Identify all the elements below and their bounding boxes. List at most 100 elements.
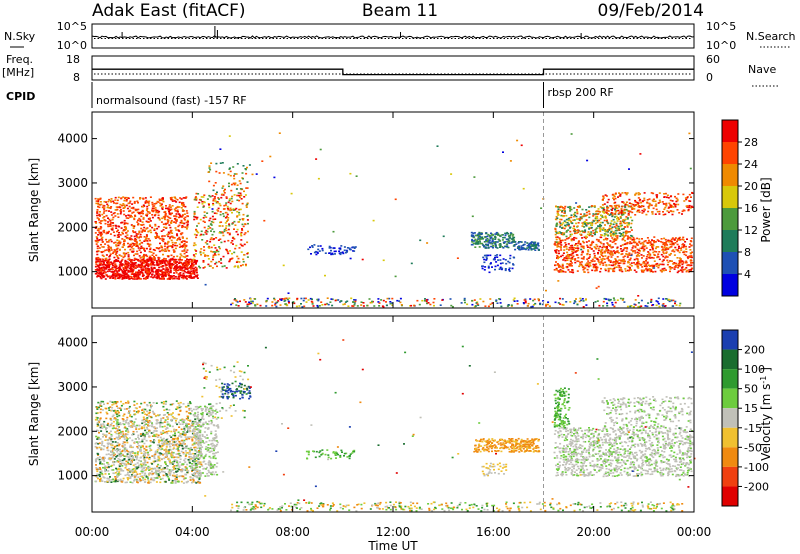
power-data-point <box>588 256 591 258</box>
power-data-point <box>211 267 214 269</box>
power-data-point <box>122 252 125 254</box>
power-data-point <box>246 305 249 307</box>
power-data-point <box>638 240 641 243</box>
power-data-point <box>498 268 501 270</box>
power-data-point <box>176 261 178 263</box>
velocity-data-point <box>183 447 186 449</box>
power-data-point <box>689 243 691 245</box>
power-data-point <box>689 200 692 202</box>
power-data-point <box>559 226 562 228</box>
power-data-point <box>678 251 681 254</box>
power-data-point <box>188 263 190 265</box>
power-data-point <box>103 271 106 273</box>
power-data-point <box>184 226 187 228</box>
power-data-point <box>119 268 121 271</box>
power-data-point <box>506 240 509 243</box>
power-data-point <box>339 301 342 303</box>
power-data-point <box>125 196 128 199</box>
power-data-point <box>637 197 640 199</box>
power-data-point <box>599 230 602 233</box>
power-data-point <box>636 237 639 240</box>
power-data-point <box>169 269 172 271</box>
power-data-point <box>97 198 100 201</box>
power-data-point <box>347 305 350 307</box>
power-data-point <box>219 204 222 207</box>
power-data-point <box>687 208 690 211</box>
power-data-point <box>96 260 99 263</box>
power-data-point <box>565 231 568 233</box>
power-data-point <box>217 253 220 256</box>
power-data-point <box>115 270 118 272</box>
power-data-point <box>298 305 301 307</box>
power-data-point <box>184 205 187 208</box>
power-data-point <box>110 211 113 213</box>
power-data-point <box>502 258 505 260</box>
power-data-point <box>650 300 653 303</box>
power-data-point <box>656 239 659 241</box>
power-data-point <box>265 300 268 302</box>
power-data-point <box>433 304 435 307</box>
power-data-point <box>231 223 234 225</box>
power-data-point <box>170 254 173 257</box>
power-data-point <box>572 239 575 241</box>
power-data-point <box>218 247 221 250</box>
power-data-point <box>481 265 484 267</box>
power-data-point <box>100 266 103 269</box>
power-data-point <box>421 299 424 302</box>
power-data-point <box>164 214 167 216</box>
power-data-point <box>600 236 603 239</box>
power-data-point <box>102 276 105 279</box>
power-data-point <box>127 237 129 240</box>
power-data-point <box>194 263 197 265</box>
power-data-point <box>494 254 497 257</box>
power-data-point <box>195 236 198 239</box>
power-data-point <box>219 238 222 240</box>
power-data-point <box>129 275 132 278</box>
power-data-point <box>185 241 188 243</box>
power-data-point <box>642 245 644 248</box>
power-data-point <box>211 195 214 197</box>
power-data-point <box>644 245 647 247</box>
power-data-point <box>353 247 356 249</box>
power-data-point <box>240 244 243 247</box>
power-data-point <box>620 268 623 271</box>
power-data-point <box>619 245 622 247</box>
power-data-point <box>494 233 497 235</box>
power-data-point <box>194 198 197 201</box>
power-data-point <box>145 209 148 211</box>
power-data-point <box>624 204 627 206</box>
velocity-data-point <box>133 480 136 482</box>
power-data-point <box>425 300 428 303</box>
power-data-point <box>151 216 154 219</box>
power-data-point <box>141 264 144 267</box>
power-data-point <box>163 278 165 280</box>
power-data-point <box>126 261 129 264</box>
power-data-point <box>555 241 558 243</box>
power-data-point <box>219 213 222 216</box>
power-data-point <box>102 266 105 269</box>
power-data-point <box>154 236 157 238</box>
power-data-point <box>174 222 177 224</box>
power-data-point <box>634 201 637 203</box>
power-data-point <box>507 238 510 240</box>
power-data-point <box>473 176 476 178</box>
power-data-point <box>311 246 314 248</box>
power-data-point <box>662 213 665 216</box>
power-data-point <box>235 261 238 263</box>
power-data-point <box>146 271 149 273</box>
power-data-point <box>112 216 115 219</box>
power-data-point <box>97 256 100 259</box>
power-data-point <box>205 233 208 235</box>
power-data-point <box>120 211 122 213</box>
power-data-point <box>236 216 239 218</box>
power-data-point <box>605 248 608 251</box>
power-data-point <box>643 240 646 243</box>
power-data-point <box>664 192 667 195</box>
power-data-point <box>618 192 620 194</box>
power-data-point <box>494 245 497 248</box>
power-data-point <box>577 206 580 209</box>
power-data-point <box>626 247 628 249</box>
power-data-point <box>146 211 149 213</box>
power-data-point <box>127 251 130 254</box>
power-data-point <box>683 268 686 271</box>
